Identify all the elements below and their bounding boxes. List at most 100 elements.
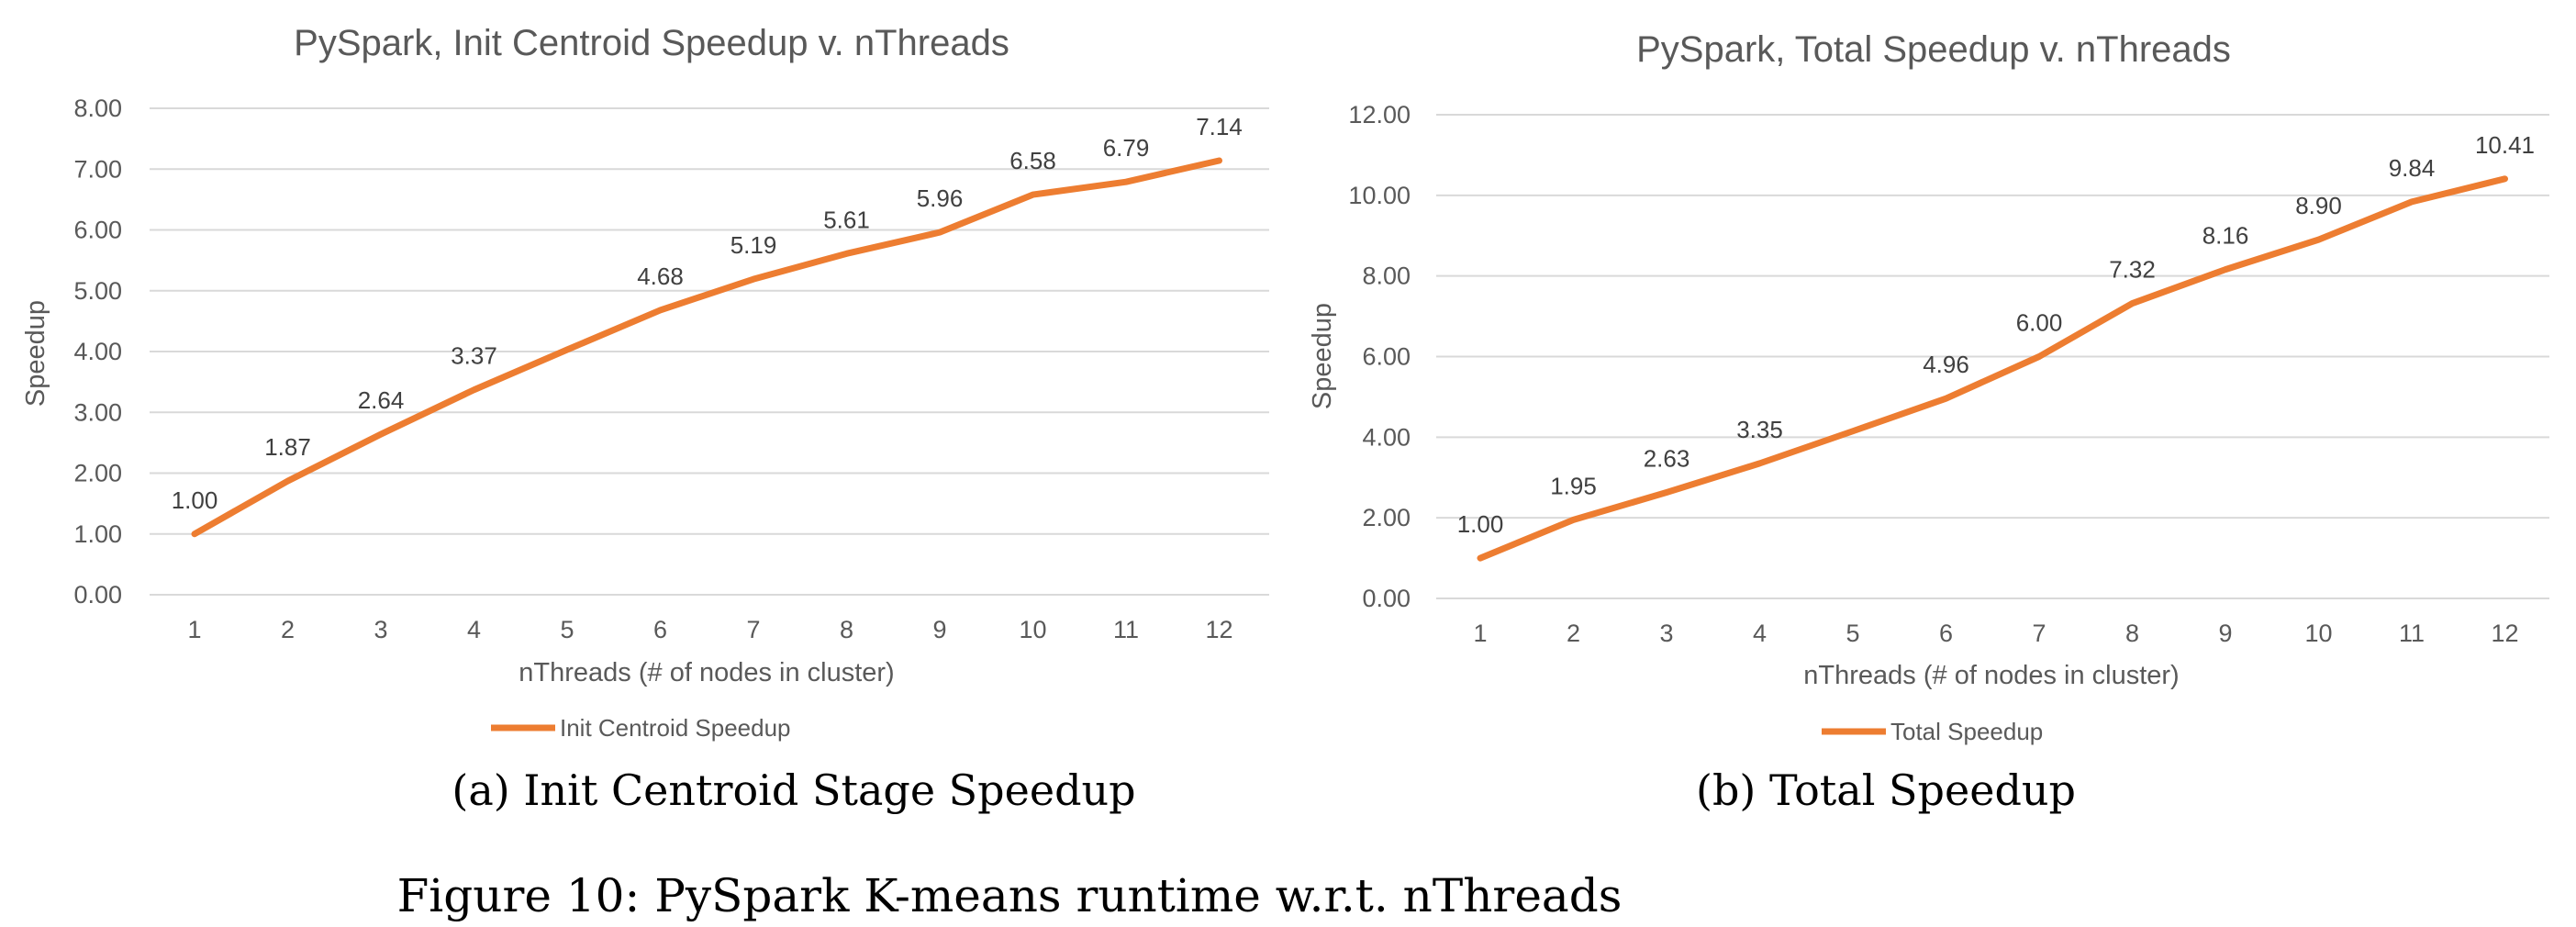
data-label: 6.00 (2016, 309, 2063, 337)
legend-label: Total Speedup (1890, 718, 2043, 745)
y-tick-label: 2.00 (73, 460, 122, 487)
data-point (2036, 353, 2042, 360)
series-line (191, 157, 1222, 538)
data-point (1664, 489, 1669, 496)
data-label: 4.68 (637, 262, 684, 290)
subcaption-a: (a) Init Centroid Stage Speedup (452, 765, 1135, 815)
data-point (843, 251, 850, 257)
data-label: 1.00 (1457, 510, 1504, 538)
y-tick-label: 4.00 (73, 338, 122, 365)
x-tick-label: 11 (1113, 616, 1139, 643)
data-label: 5.96 (917, 184, 964, 212)
data-point (2409, 198, 2414, 205)
x-tick-label: 1 (187, 616, 201, 643)
y-tick-label: 10.00 (1348, 182, 1411, 209)
data-point (1756, 460, 1763, 466)
data-point (284, 478, 291, 485)
data-label: 1.87 (264, 433, 311, 461)
data-label: 2.64 (358, 386, 405, 414)
y-tick-label: 1.00 (73, 520, 122, 548)
subcaption-b: (b) Total Speedup (1696, 765, 2076, 815)
data-label: 6.79 (1103, 134, 1150, 162)
legend: Init Centroid Speedup (491, 714, 791, 742)
data-label: 6.58 (1009, 147, 1056, 174)
x-axis-label: nThreads (# of nodes in cluster) (1803, 661, 2179, 690)
y-tick-label: 0.00 (73, 581, 122, 609)
x-tick-label: 8 (2125, 620, 2139, 647)
y-tick-label: 5.00 (73, 277, 122, 305)
x-tick-label: 10 (2304, 620, 2332, 647)
data-point (657, 307, 664, 313)
y-tick-label: 8.00 (1362, 262, 1411, 290)
legend-label: Init Centroid Speedup (560, 714, 791, 742)
data-point (1850, 428, 1856, 434)
data-label: 1.00 (172, 486, 218, 514)
data-point (2315, 237, 2322, 243)
data-point (564, 347, 570, 353)
data-point (1478, 555, 1483, 562)
y-tick-label: 4.00 (1362, 423, 1411, 451)
x-tick-label: 3 (374, 616, 387, 643)
x-tick-label: 7 (746, 616, 760, 643)
x-tick-label: 6 (653, 616, 667, 643)
data-label: 4.96 (1923, 351, 1969, 378)
y-tick-label: 2.00 (1362, 504, 1411, 531)
y-tick-label: 6.00 (73, 217, 122, 244)
x-tick-label: 8 (840, 616, 853, 643)
x-tick-label: 6 (1939, 620, 1953, 647)
x-axis-label: nThreads (# of nodes in cluster) (519, 658, 894, 687)
data-label: 5.61 (823, 206, 870, 233)
data-point (1030, 192, 1036, 198)
data-point (1570, 517, 1577, 523)
data-label: 8.16 (2202, 222, 2249, 250)
data-point (2502, 175, 2508, 182)
y-tick-label: 6.00 (1362, 343, 1411, 371)
data-point (937, 229, 942, 236)
data-label: 3.37 (451, 342, 497, 370)
data-label: 7.14 (1196, 113, 1243, 140)
x-tick-label: 7 (2032, 620, 2046, 647)
y-tick-label: 3.00 (73, 398, 122, 426)
data-point (1216, 157, 1222, 163)
data-label: 3.35 (1736, 416, 1783, 443)
y-tick-label: 12.00 (1348, 101, 1411, 128)
data-point (378, 431, 384, 438)
data-label: 5.19 (730, 231, 777, 259)
chart-total-speedup: PySpark, Total Speedup v. nThreads 0.00 2… (1308, 29, 2549, 745)
x-tick-label: 10 (1019, 616, 1046, 643)
y-tick-label: 7.00 (73, 155, 122, 183)
data-point (471, 386, 477, 393)
data-label: 2.63 (1644, 444, 1690, 472)
x-tick-label: 9 (932, 616, 946, 643)
chart-init-centroid-speedup: PySpark, Init Centroid Speedup v. nThrea… (21, 23, 1269, 742)
y-axis-label: Speedup (1308, 303, 1337, 409)
data-label: 7.32 (2109, 256, 2156, 284)
x-tick-label: 12 (1205, 616, 1232, 643)
x-tick-label: 4 (1753, 620, 1767, 647)
figure-caption: Figure 10: PySpark K-means runtime w.r.t… (397, 869, 1623, 922)
data-label: 8.90 (2295, 192, 2342, 219)
x-tick-label: 4 (467, 616, 481, 643)
x-tick-label: 11 (2399, 620, 2425, 647)
x-tick-label: 1 (1473, 620, 1487, 647)
data-point (2129, 300, 2136, 307)
x-tick-label: 12 (2491, 620, 2518, 647)
data-point (751, 276, 756, 283)
data-label: 1.95 (1550, 472, 1597, 499)
data-point (2223, 266, 2228, 273)
data-point (192, 531, 197, 537)
x-tick-label: 2 (1567, 620, 1580, 647)
data-point (1943, 396, 1949, 402)
chart-title: PySpark, Init Centroid Speedup v. nThrea… (294, 23, 1009, 63)
x-tick-label: 5 (560, 616, 574, 643)
y-axis-label: Speedup (21, 300, 50, 407)
x-tick-label: 2 (281, 616, 295, 643)
series-line (1477, 175, 2508, 562)
y-tick-label: 0.00 (1362, 585, 1411, 612)
data-label: 10.41 (2475, 131, 2535, 159)
data-label: 9.84 (2389, 154, 2436, 182)
x-tick-label: 9 (2218, 620, 2232, 647)
chart-title: PySpark, Total Speedup v. nThreads (1636, 29, 2231, 70)
x-tick-label: 3 (1659, 620, 1673, 647)
